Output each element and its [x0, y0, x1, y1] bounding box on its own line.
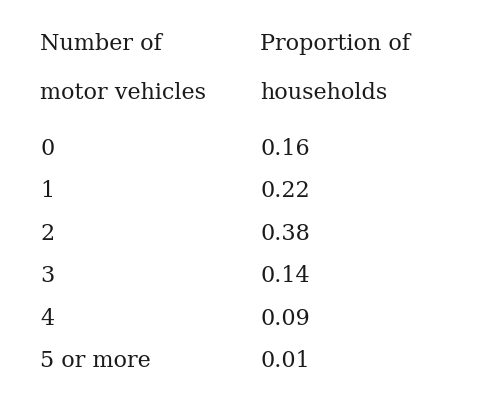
Text: 0.16: 0.16 — [260, 138, 310, 160]
Text: 0.22: 0.22 — [260, 180, 310, 202]
Text: motor vehicles: motor vehicles — [40, 82, 206, 104]
Text: 3: 3 — [40, 265, 54, 287]
Text: 5 or more: 5 or more — [40, 350, 151, 372]
Text: 0: 0 — [40, 138, 54, 160]
Text: 0.14: 0.14 — [260, 265, 310, 287]
Text: Number of: Number of — [40, 33, 162, 55]
Text: 0.38: 0.38 — [260, 223, 310, 245]
Text: 4: 4 — [40, 308, 54, 330]
Text: 1: 1 — [40, 180, 54, 202]
Text: 0.01: 0.01 — [260, 350, 310, 372]
Text: 2: 2 — [40, 223, 54, 245]
Text: households: households — [260, 82, 387, 104]
Text: 0.09: 0.09 — [260, 308, 310, 330]
Text: Proportion of: Proportion of — [260, 33, 410, 55]
